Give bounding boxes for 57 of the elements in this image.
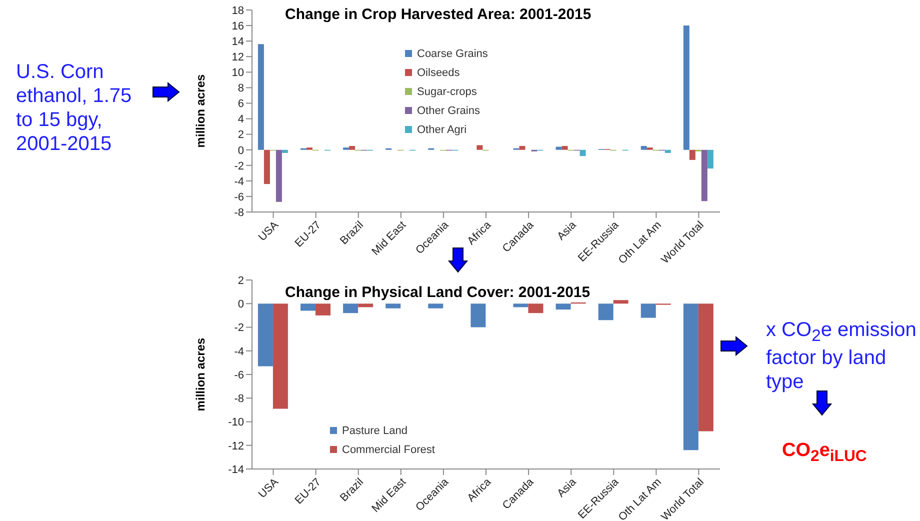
bar — [640, 146, 647, 150]
bar — [276, 150, 282, 202]
y-tick-label: 14 — [232, 36, 244, 48]
bar — [689, 150, 696, 160]
y-axis-title: million acres — [193, 74, 208, 148]
y-tick-label: -14 — [228, 464, 244, 476]
legend-label: Other Grains — [417, 104, 480, 116]
legend-label: Other Agri — [417, 124, 467, 136]
text: U.S. Corn ethanol, 1.75 to 15 bgy, 2001-2015 — [16, 60, 133, 156]
bar — [282, 150, 288, 153]
y-tick-label: 0 — [238, 144, 244, 157]
y-tick-label: -8 — [234, 393, 244, 406]
y-tick-label: -12 — [228, 440, 244, 452]
y-tick-label: -2 — [234, 322, 244, 334]
chart-title: Change in Crop Harvested Area: 2001-2015 — [285, 6, 592, 23]
y-axis-title: million acres — [193, 337, 208, 412]
x-tick-label: Asia — [555, 476, 580, 500]
chart-title: Change in Physical Land Cover: 2001-2015 — [285, 284, 590, 301]
legend-label: Oilseeds — [417, 66, 460, 78]
y-tick-label: 2 — [238, 274, 244, 287]
y-tick-label: -2 — [234, 160, 244, 172]
bar — [683, 26, 690, 150]
y-tick-label: -6 — [234, 191, 244, 204]
y-tick-label: 12 — [232, 52, 244, 64]
legend-label: Sugar-crops — [417, 86, 477, 98]
legend-label: Coarse Grains — [417, 48, 488, 60]
legend-label: Commercial Forest — [342, 444, 435, 456]
y-tick-label: 8 — [238, 82, 244, 95]
bar — [264, 150, 270, 184]
y-tick-label: -8 — [234, 206, 244, 219]
x-tick-label: USA — [256, 218, 282, 244]
y-tick-label: 2 — [238, 129, 244, 142]
y-tick-label: -6 — [234, 369, 244, 382]
text: x CO$_{2}$e emission factor by land type — [766, 318, 918, 394]
x-tick-label: Asia — [555, 218, 580, 243]
bar — [519, 146, 526, 150]
bar — [580, 150, 586, 156]
y-tick-label: -10 — [228, 416, 244, 429]
y-tick-label: -4 — [234, 346, 244, 358]
bar — [556, 146, 562, 150]
bar — [701, 150, 708, 202]
y-tick-label: -4 — [234, 176, 244, 188]
bar — [349, 146, 356, 150]
y-tick-label: 18 — [232, 4, 244, 17]
bar — [476, 145, 483, 150]
bar — [562, 146, 568, 150]
y-tick-label: 10 — [232, 67, 244, 80]
y-tick-label: 4 — [238, 114, 244, 126]
bar — [664, 150, 671, 153]
bar — [707, 150, 714, 168]
legend-label: Pasture Land — [342, 424, 408, 436]
x-tick-label: USA — [256, 476, 282, 501]
text: CO$_{2}$e$_{iLUC}$ — [782, 440, 868, 467]
bar — [258, 44, 264, 150]
y-tick-label: 16 — [232, 20, 244, 32]
y-tick-label: 0 — [238, 298, 244, 311]
y-tick-label: 6 — [238, 98, 244, 110]
